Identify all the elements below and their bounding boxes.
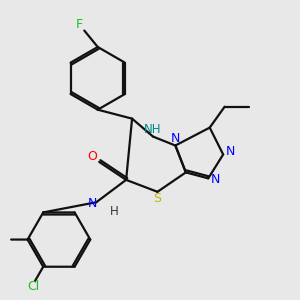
- Text: H: H: [110, 205, 118, 218]
- Text: S: S: [154, 192, 161, 205]
- Text: N: N: [171, 133, 180, 146]
- Text: N: N: [211, 173, 220, 186]
- Text: N: N: [88, 197, 98, 210]
- Text: NH: NH: [144, 124, 161, 136]
- Text: F: F: [75, 18, 82, 31]
- Text: O: O: [88, 150, 98, 163]
- Text: N: N: [226, 145, 235, 158]
- Text: Cl: Cl: [27, 280, 40, 293]
